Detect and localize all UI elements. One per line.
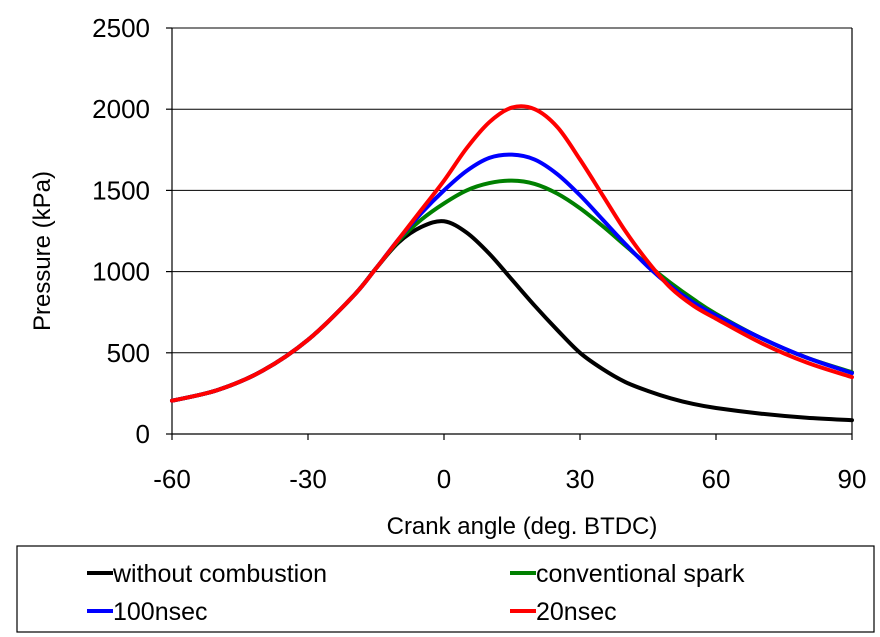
y-axis-tick-labels: 0 500 1000 1500 2000 2500 [92,13,150,449]
y-tick-label: 1500 [92,175,150,205]
x-tick-label: 60 [702,464,731,494]
y-tick-label: 500 [107,338,150,368]
x-tick-label: 30 [566,464,595,494]
legend-box [16,545,875,633]
axes [166,27,853,440]
x-tick-label: -30 [289,464,327,494]
x-axis-title: Crank angle (deg. BTDC) [387,513,658,540]
y-tick-label: 2500 [92,13,150,43]
y-tick-label: 2000 [92,94,150,124]
legend: without combustion conventional spark 100n… [16,545,875,633]
legend-label-20nsec: 20nsec [536,598,617,626]
x-tick-label: -60 [153,464,191,494]
x-tick-label: 90 [838,464,867,494]
legend-label-100nsec: 100nsec [113,598,208,626]
y-tick-label: 0 [136,419,150,449]
series-line-20nsec [170,104,854,403]
x-axis-tick-labels: -60 -30 0 30 60 90 [153,464,866,494]
series-lines [170,104,854,423]
y-axis-title: Pressure (kPa) [29,171,56,331]
x-tick-label: 0 [437,464,451,494]
legend-label-conventional-spark: conventional spark [536,560,745,588]
y-tick-label: 1000 [92,257,150,287]
legend-label-without-combustion: without combustion [112,560,327,588]
